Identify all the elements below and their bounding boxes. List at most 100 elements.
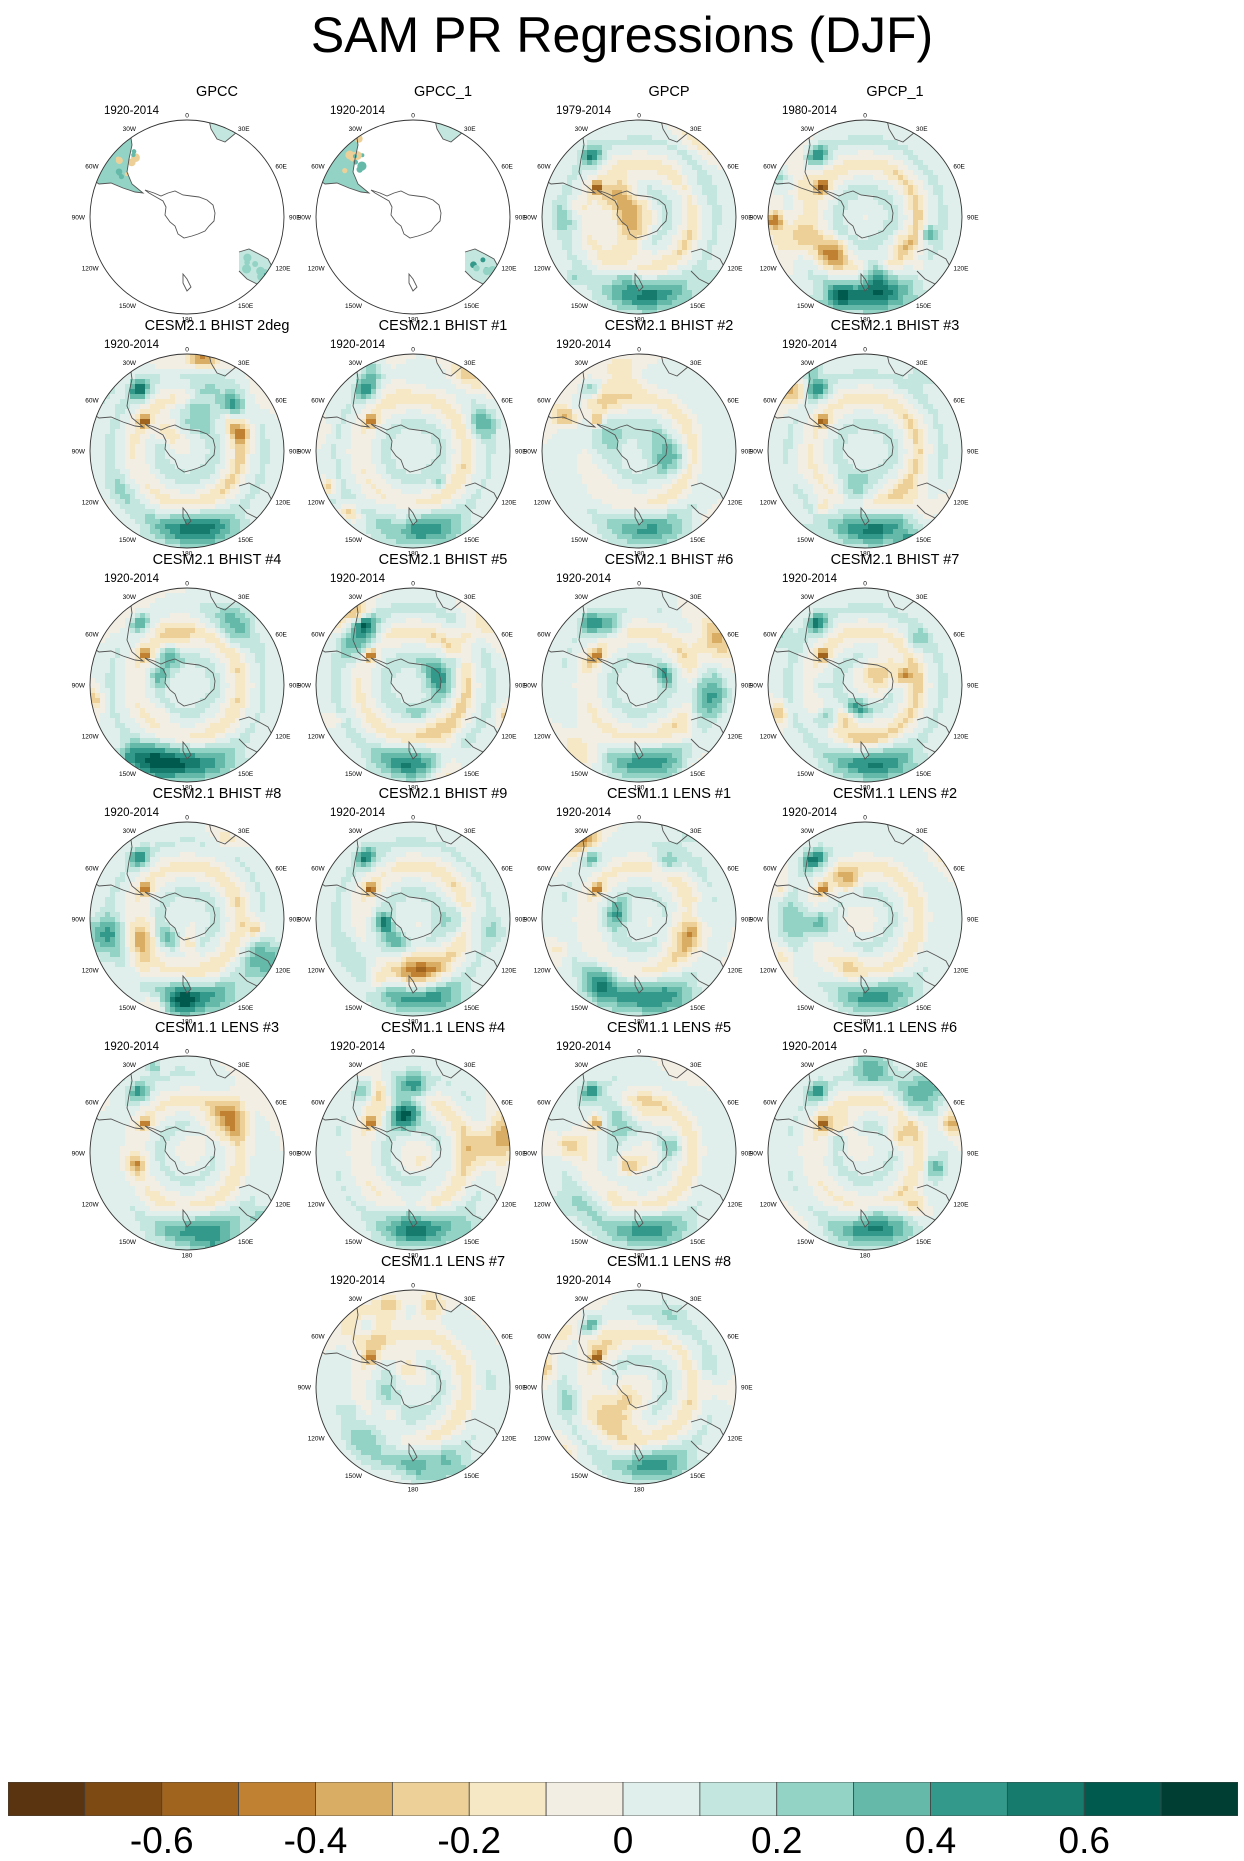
longitude-label: 120E <box>501 734 517 741</box>
colorbar-tick-label: -0.2 <box>437 1822 501 1860</box>
longitude-label: 150E <box>238 1239 254 1246</box>
longitude-label: 30W <box>801 360 815 367</box>
longitude-label: 120E <box>275 734 291 741</box>
colorbar <box>8 1782 1238 1816</box>
longitude-label: 30E <box>690 360 702 367</box>
longitude-label: 60E <box>727 164 739 171</box>
longitude-label: 30W <box>123 828 137 835</box>
longitude-label: 120E <box>501 1202 517 1209</box>
longitude-label: 30E <box>238 126 250 133</box>
longitude-label: 150E <box>464 1005 480 1012</box>
longitude-label: 150W <box>345 1473 363 1480</box>
longitude-label: 60E <box>501 632 513 639</box>
longitude-label: 0 <box>637 581 641 588</box>
longitude-label: 0 <box>863 815 867 822</box>
longitude-label: 0 <box>863 1049 867 1056</box>
longitude-label: 120W <box>534 734 552 741</box>
colorbar-swatch <box>85 1782 162 1816</box>
longitude-label: 90W <box>298 449 312 456</box>
longitude-label: 60W <box>311 1100 325 1107</box>
colorbar-swatch <box>1007 1782 1084 1816</box>
colorbar-tick-label: -0.4 <box>284 1822 348 1860</box>
longitude-label: 120E <box>501 266 517 273</box>
longitude-label: 60E <box>953 866 965 873</box>
longitude-label: 0 <box>185 815 189 822</box>
longitude-label: 30E <box>238 360 250 367</box>
longitude-label: 120E <box>727 500 743 507</box>
longitude-label: 60W <box>537 164 551 171</box>
longitude-label: 120E <box>501 500 517 507</box>
longitude-label: 60E <box>275 632 287 639</box>
longitude-label: 150E <box>690 1473 706 1480</box>
longitude-label: 120W <box>534 266 552 273</box>
longitude-label: 30W <box>349 1062 363 1069</box>
colorbar-swatch <box>700 1782 777 1816</box>
longitude-label: 60E <box>953 164 965 171</box>
longitude-label: 150E <box>690 771 706 778</box>
longitude-label: 60W <box>537 866 551 873</box>
longitude-label: 90W <box>298 1385 312 1392</box>
longitude-label: 60E <box>501 1334 513 1341</box>
longitude-label: 30E <box>690 1062 702 1069</box>
longitude-label: 120W <box>82 734 100 741</box>
colorbar-swatch <box>931 1782 1008 1816</box>
longitude-label: 60W <box>763 866 777 873</box>
longitude-label: 90W <box>72 215 86 222</box>
longitude-label: 150E <box>238 537 254 544</box>
longitude-label: 90W <box>298 215 312 222</box>
longitude-label: 120W <box>534 1436 552 1443</box>
longitude-label: 120W <box>308 968 326 975</box>
longitude-label: 0 <box>411 581 415 588</box>
longitude-label: 30E <box>690 594 702 601</box>
longitude-label: 150E <box>916 303 932 310</box>
longitude-label: 150W <box>571 1005 589 1012</box>
longitude-label: 90W <box>750 1151 764 1158</box>
longitude-label: 60W <box>763 632 777 639</box>
longitude-label: 30E <box>464 1296 476 1303</box>
longitude-label: 60E <box>275 866 287 873</box>
longitude-label: 150W <box>345 1005 363 1012</box>
longitude-label: 0 <box>411 347 415 354</box>
longitude-label: 60W <box>85 164 99 171</box>
longitude-label: 180 <box>182 1253 193 1260</box>
longitude-label: 120E <box>727 1436 743 1443</box>
longitude-label: 150E <box>464 1239 480 1246</box>
longitude-label: 60E <box>275 164 287 171</box>
longitude-label: 30E <box>464 828 476 835</box>
longitude-label: 180 <box>408 1487 419 1494</box>
longitude-label: 0 <box>185 113 189 120</box>
longitude-label: 0 <box>411 113 415 120</box>
longitude-label: 60E <box>953 1100 965 1107</box>
longitude-label: 60E <box>727 398 739 405</box>
longitude-label: 150E <box>238 303 254 310</box>
longitude-label: 150W <box>119 303 137 310</box>
longitude-label: 90W <box>524 449 538 456</box>
longitude-label: 60W <box>311 866 325 873</box>
longitude-label: 60E <box>501 164 513 171</box>
longitude-label: 120W <box>82 266 100 273</box>
longitude-label: 90E <box>967 683 979 690</box>
longitude-label: 120E <box>953 734 969 741</box>
longitude-label: 150W <box>571 1473 589 1480</box>
longitude-label: 30W <box>349 828 363 835</box>
colorbar-swatch <box>316 1782 393 1816</box>
colorbar-swatch <box>1161 1782 1238 1816</box>
colorbar-tick-label: 0 <box>613 1822 634 1860</box>
longitude-label: 30W <box>575 126 589 133</box>
longitude-label: 150E <box>464 1473 480 1480</box>
